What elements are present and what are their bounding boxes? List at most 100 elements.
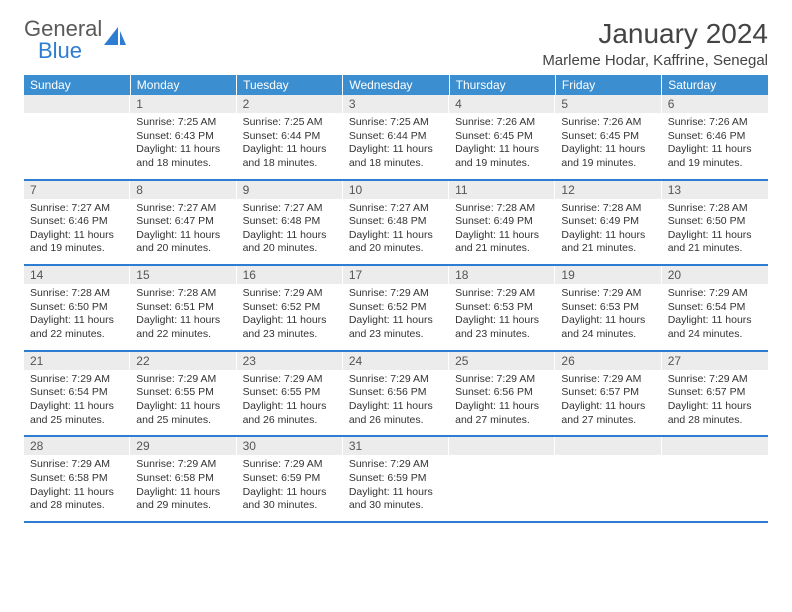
day-body: Sunrise: 7:29 AMSunset: 6:57 PMDaylight:… (555, 370, 661, 436)
day-body: Sunrise: 7:28 AMSunset: 6:49 PMDaylight:… (555, 199, 661, 265)
sunrise-line: Sunrise: 7:29 AM (30, 373, 124, 387)
day-cell: 26Sunrise: 7:29 AMSunset: 6:57 PMDayligh… (555, 351, 661, 437)
day-body: Sunrise: 7:27 AMSunset: 6:48 PMDaylight:… (343, 199, 449, 265)
daylight-line: Daylight: 11 hours and 30 minutes. (243, 486, 337, 513)
sunset-line: Sunset: 6:52 PM (243, 301, 337, 315)
day-cell: 6Sunrise: 7:26 AMSunset: 6:46 PMDaylight… (662, 95, 768, 180)
day-cell (555, 436, 661, 522)
sunrise-line: Sunrise: 7:29 AM (136, 373, 230, 387)
day-number: 1 (130, 95, 236, 113)
sunrise-line: Sunrise: 7:29 AM (243, 373, 337, 387)
week-row: 21Sunrise: 7:29 AMSunset: 6:54 PMDayligh… (24, 351, 768, 437)
day-body: Sunrise: 7:26 AMSunset: 6:45 PMDaylight:… (555, 113, 661, 179)
sunset-line: Sunset: 6:49 PM (455, 215, 549, 229)
day-body: Sunrise: 7:29 AMSunset: 6:52 PMDaylight:… (343, 284, 449, 350)
daylight-line: Daylight: 11 hours and 19 minutes. (561, 143, 655, 170)
day-cell: 20Sunrise: 7:29 AMSunset: 6:54 PMDayligh… (662, 265, 768, 351)
day-body: Sunrise: 7:25 AMSunset: 6:43 PMDaylight:… (130, 113, 236, 179)
day-body: Sunrise: 7:29 AMSunset: 6:52 PMDaylight:… (237, 284, 343, 350)
sunrise-line: Sunrise: 7:27 AM (30, 202, 124, 216)
day-body: Sunrise: 7:27 AMSunset: 6:48 PMDaylight:… (237, 199, 343, 265)
day-number: 9 (237, 181, 343, 199)
sunset-line: Sunset: 6:55 PM (243, 386, 337, 400)
daylight-line: Daylight: 11 hours and 27 minutes. (561, 400, 655, 427)
sunset-line: Sunset: 6:56 PM (455, 386, 549, 400)
sunrise-line: Sunrise: 7:27 AM (243, 202, 337, 216)
day-cell: 21Sunrise: 7:29 AMSunset: 6:54 PMDayligh… (24, 351, 130, 437)
sunset-line: Sunset: 6:50 PM (30, 301, 124, 315)
sunset-line: Sunset: 6:47 PM (136, 215, 230, 229)
day-header: Saturday (662, 75, 768, 95)
day-number: 22 (130, 352, 236, 370)
day-cell: 10Sunrise: 7:27 AMSunset: 6:48 PMDayligh… (343, 180, 449, 266)
daylight-line: Daylight: 11 hours and 24 minutes. (561, 314, 655, 341)
sunset-line: Sunset: 6:45 PM (455, 130, 549, 144)
day-cell: 1Sunrise: 7:25 AMSunset: 6:43 PMDaylight… (130, 95, 236, 180)
sunrise-line: Sunrise: 7:28 AM (668, 202, 762, 216)
sunrise-line: Sunrise: 7:28 AM (455, 202, 549, 216)
sunrise-line: Sunrise: 7:25 AM (243, 116, 337, 130)
day-number: 15 (130, 266, 236, 284)
day-cell: 11Sunrise: 7:28 AMSunset: 6:49 PMDayligh… (449, 180, 555, 266)
sunset-line: Sunset: 6:53 PM (455, 301, 549, 315)
day-number: 16 (237, 266, 343, 284)
day-number: 2 (237, 95, 343, 113)
sunset-line: Sunset: 6:57 PM (561, 386, 655, 400)
logo-text: General Blue (24, 18, 102, 62)
day-body: Sunrise: 7:29 AMSunset: 6:57 PMDaylight:… (662, 370, 768, 436)
daylight-line: Daylight: 11 hours and 29 minutes. (136, 486, 230, 513)
sunset-line: Sunset: 6:59 PM (243, 472, 337, 486)
day-body: Sunrise: 7:27 AMSunset: 6:47 PMDaylight:… (130, 199, 236, 265)
sunset-line: Sunset: 6:59 PM (349, 472, 443, 486)
sunset-line: Sunset: 6:53 PM (561, 301, 655, 315)
day-cell: 7Sunrise: 7:27 AMSunset: 6:46 PMDaylight… (24, 180, 130, 266)
day-number (662, 437, 768, 455)
sunset-line: Sunset: 6:54 PM (668, 301, 762, 315)
day-body (24, 113, 130, 169)
day-body: Sunrise: 7:28 AMSunset: 6:51 PMDaylight:… (130, 284, 236, 350)
day-number: 24 (343, 352, 449, 370)
day-number: 20 (662, 266, 768, 284)
day-cell: 2Sunrise: 7:25 AMSunset: 6:44 PMDaylight… (237, 95, 343, 180)
week-row: 1Sunrise: 7:25 AMSunset: 6:43 PMDaylight… (24, 95, 768, 180)
daylight-line: Daylight: 11 hours and 20 minutes. (349, 229, 443, 256)
day-cell: 8Sunrise: 7:27 AMSunset: 6:47 PMDaylight… (130, 180, 236, 266)
day-cell: 15Sunrise: 7:28 AMSunset: 6:51 PMDayligh… (130, 265, 236, 351)
sunset-line: Sunset: 6:52 PM (349, 301, 443, 315)
day-body: Sunrise: 7:29 AMSunset: 6:53 PMDaylight:… (555, 284, 661, 350)
daylight-line: Daylight: 11 hours and 20 minutes. (243, 229, 337, 256)
day-number (24, 95, 130, 113)
day-cell: 18Sunrise: 7:29 AMSunset: 6:53 PMDayligh… (449, 265, 555, 351)
month-title: January 2024 (542, 18, 768, 50)
daylight-line: Daylight: 11 hours and 21 minutes. (668, 229, 762, 256)
sunrise-line: Sunrise: 7:27 AM (349, 202, 443, 216)
day-header: Tuesday (237, 75, 343, 95)
sunset-line: Sunset: 6:51 PM (136, 301, 230, 315)
day-body: Sunrise: 7:29 AMSunset: 6:53 PMDaylight:… (449, 284, 555, 350)
sunrise-line: Sunrise: 7:29 AM (455, 373, 549, 387)
day-body: Sunrise: 7:29 AMSunset: 6:55 PMDaylight:… (130, 370, 236, 436)
sunrise-line: Sunrise: 7:29 AM (349, 373, 443, 387)
day-cell: 13Sunrise: 7:28 AMSunset: 6:50 PMDayligh… (662, 180, 768, 266)
day-body (449, 455, 555, 511)
sunrise-line: Sunrise: 7:29 AM (561, 287, 655, 301)
day-body: Sunrise: 7:29 AMSunset: 6:55 PMDaylight:… (237, 370, 343, 436)
day-cell: 9Sunrise: 7:27 AMSunset: 6:48 PMDaylight… (237, 180, 343, 266)
daylight-line: Daylight: 11 hours and 18 minutes. (243, 143, 337, 170)
day-cell: 16Sunrise: 7:29 AMSunset: 6:52 PMDayligh… (237, 265, 343, 351)
daylight-line: Daylight: 11 hours and 19 minutes. (455, 143, 549, 170)
location-subtitle: Marleme Hodar, Kaffrine, Senegal (542, 52, 768, 69)
week-row: 28Sunrise: 7:29 AMSunset: 6:58 PMDayligh… (24, 436, 768, 522)
day-number: 23 (237, 352, 343, 370)
week-row: 7Sunrise: 7:27 AMSunset: 6:46 PMDaylight… (24, 180, 768, 266)
daylight-line: Daylight: 11 hours and 18 minutes. (349, 143, 443, 170)
daylight-line: Daylight: 11 hours and 25 minutes. (136, 400, 230, 427)
sunrise-line: Sunrise: 7:29 AM (349, 287, 443, 301)
day-header: Friday (555, 75, 661, 95)
sunrise-line: Sunrise: 7:25 AM (349, 116, 443, 130)
day-number: 26 (555, 352, 661, 370)
sunset-line: Sunset: 6:55 PM (136, 386, 230, 400)
daylight-line: Daylight: 11 hours and 30 minutes. (349, 486, 443, 513)
week-row: 14Sunrise: 7:28 AMSunset: 6:50 PMDayligh… (24, 265, 768, 351)
sunrise-line: Sunrise: 7:28 AM (561, 202, 655, 216)
